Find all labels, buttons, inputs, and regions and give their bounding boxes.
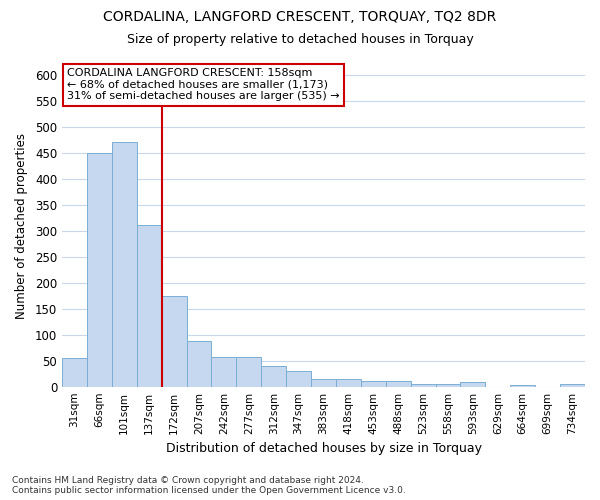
Bar bbox=[410, 384, 436, 386]
Bar bbox=[112, 142, 137, 386]
Bar bbox=[236, 357, 261, 386]
Bar bbox=[460, 382, 485, 386]
Bar bbox=[311, 379, 336, 386]
Y-axis label: Number of detached properties: Number of detached properties bbox=[15, 133, 28, 319]
Text: Size of property relative to detached houses in Torquay: Size of property relative to detached ho… bbox=[127, 32, 473, 46]
Bar bbox=[336, 379, 361, 386]
Bar bbox=[137, 225, 161, 386]
Bar bbox=[261, 366, 286, 386]
Bar bbox=[560, 384, 585, 386]
X-axis label: Distribution of detached houses by size in Torquay: Distribution of detached houses by size … bbox=[166, 442, 482, 455]
Bar bbox=[187, 341, 211, 386]
Bar bbox=[386, 382, 410, 386]
Text: Contains public sector information licensed under the Open Government Licence v3: Contains public sector information licen… bbox=[12, 486, 406, 495]
Text: CORDALINA LANGFORD CRESCENT: 158sqm
← 68% of detached houses are smaller (1,173): CORDALINA LANGFORD CRESCENT: 158sqm ← 68… bbox=[67, 68, 340, 102]
Bar bbox=[87, 153, 112, 386]
Bar bbox=[62, 358, 87, 386]
Bar bbox=[211, 357, 236, 386]
Bar bbox=[361, 382, 386, 386]
Text: CORDALINA, LANGFORD CRESCENT, TORQUAY, TQ2 8DR: CORDALINA, LANGFORD CRESCENT, TORQUAY, T… bbox=[103, 10, 497, 24]
Bar bbox=[286, 371, 311, 386]
Bar bbox=[161, 296, 187, 386]
Bar bbox=[436, 384, 460, 386]
Text: Contains HM Land Registry data © Crown copyright and database right 2024.: Contains HM Land Registry data © Crown c… bbox=[12, 476, 364, 485]
Bar bbox=[510, 384, 535, 386]
